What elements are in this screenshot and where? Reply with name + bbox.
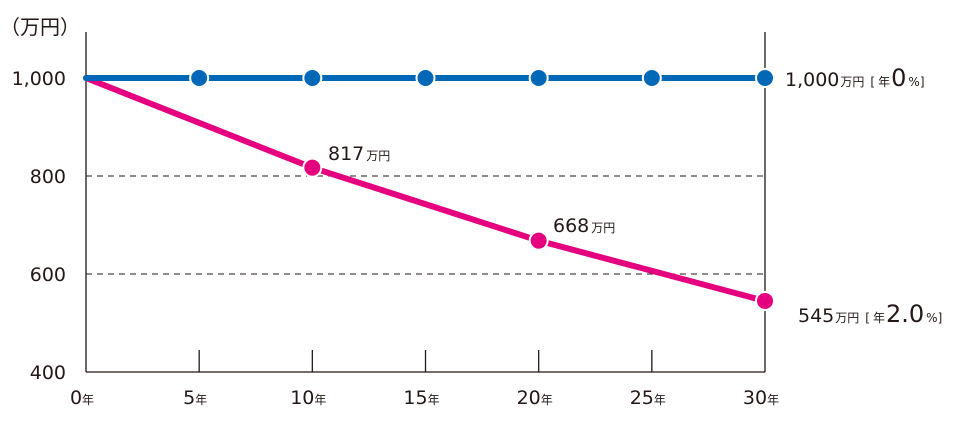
- annotation-1000: 1,000万円[年0%]: [785, 64, 925, 92]
- y-tick-label: 600: [30, 264, 66, 286]
- y-tick-label: 800: [30, 166, 66, 188]
- series-line-1: [83, 75, 768, 304]
- x-tick-unit: 年: [314, 393, 326, 407]
- series-1-point-30: [755, 290, 775, 311]
- series-1-point-20: [528, 230, 549, 251]
- x-tick-label: 10年: [290, 387, 326, 409]
- series-0-point-15: [415, 68, 436, 88]
- series-0-point-20: [528, 68, 549, 88]
- series-0-point-25: [641, 68, 662, 88]
- series-1-point-10: [302, 157, 323, 178]
- x-tick-label: 0年: [70, 387, 94, 409]
- series-0-point-10: [302, 68, 323, 88]
- y-tick-label: 1,000: [12, 68, 66, 90]
- y-tick-label: 400: [30, 362, 66, 384]
- series-0-point-30: [755, 68, 775, 88]
- x-tick-unit: 年: [195, 393, 207, 407]
- annotation-668: 668 万円: [553, 215, 615, 237]
- x-tick-unit: 年: [767, 393, 779, 407]
- x-tick-unit: 年: [428, 393, 440, 407]
- x-tick-label: 20年: [517, 387, 553, 409]
- x-tick-unit: 年: [541, 393, 553, 407]
- x-tick-unit: 年: [82, 393, 94, 407]
- x-tick-label: 5年: [183, 387, 207, 409]
- x-tick-label: 25年: [630, 387, 666, 409]
- x-tick-unit: 年: [654, 393, 666, 407]
- annotation-817: 817 万円: [328, 143, 390, 165]
- x-tick-label: 30年: [743, 387, 779, 409]
- series-0-point-5: [189, 68, 210, 88]
- annotation-545: 545万円[年2.0%]: [798, 300, 942, 328]
- y-axis-label: （万円）: [0, 15, 80, 39]
- x-tick-label: 15年: [403, 387, 439, 409]
